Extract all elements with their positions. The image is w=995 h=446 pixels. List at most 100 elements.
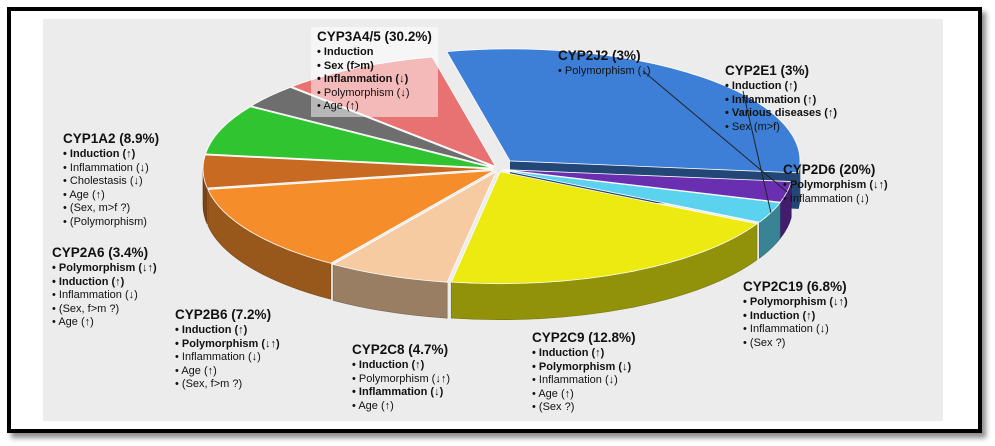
effect-item: • Polymorphism (↓↑) <box>743 296 848 308</box>
effect-item: • Age (↑) <box>532 387 574 400</box>
effect-item: • Sex (f>m) <box>317 59 374 72</box>
effect-item: • Polymorphism (↓↑) <box>783 179 888 191</box>
effect-text: (Sex ?) <box>538 401 575 414</box>
slice-percent: 3% <box>785 63 805 78</box>
effect-item: • Age (↑) <box>52 316 94 329</box>
label-cyp2c8: CYP2C8 (4.7%) • Induction (↑) • Polymorphi… <box>352 342 450 413</box>
effect-text: Inflammation (↓) <box>749 323 829 336</box>
slice-percent: 3% <box>616 48 637 63</box>
effect-text: Age (↑) <box>538 387 574 400</box>
figure-frame: CYP3A4/5 (30.2%) • Induction • Sex (f>m) • … <box>7 7 982 433</box>
leader-line-cyp2e1 <box>742 90 772 213</box>
label-title-cyp2c9: CYP2C9 (12.8%) <box>532 330 636 345</box>
effect-item: • Induction (↑) <box>352 359 425 371</box>
slice-percent: 3.4% <box>112 245 144 260</box>
effect-text: Age (↑) <box>181 364 217 377</box>
effect-item: • Induction (↑) <box>725 80 798 92</box>
effect-text: Polymorphism (↓↑) <box>58 262 157 274</box>
effect-text: Inflammation (↑) <box>731 93 817 106</box>
slice-cyp2d6 <box>450 171 758 285</box>
slice-name: CYP2C19 <box>743 279 804 294</box>
effect-text: Polymorphism (↓↑) <box>789 179 888 191</box>
label-cyp2j2: CYP2J2 (3%) • Polymorphism (↓) <box>558 48 651 79</box>
effect-text: Induction (↑) <box>69 148 136 160</box>
label-title-cyp2c8: CYP2C8 (4.7%) <box>352 342 449 357</box>
effect-item: • Cholestasis (↓) <box>63 175 143 188</box>
chart-panel: CYP3A4/5 (30.2%) • Induction • Sex (f>m) • … <box>43 19 943 421</box>
effect-text: Polymorphism (↓↑) <box>749 296 848 308</box>
label-cyp3a4-5: CYP3A4/5 (30.2%) • Induction • Sex (f>m) • … <box>311 27 438 117</box>
effect-item: • Induction (↑) <box>532 347 605 359</box>
effect-item: • Inflammation (↓) <box>532 374 618 387</box>
effect-text: Induction (↑) <box>538 347 605 359</box>
effect-text: Inflammation (↓) <box>538 374 618 387</box>
effect-item: • Induction <box>317 46 374 58</box>
label-title-cyp1a2: CYP1A2 (8.9%) <box>63 131 160 146</box>
slice-percent: 4.7% <box>412 342 444 357</box>
effect-text: Polymorphism (↓↑) <box>181 337 280 350</box>
label-title-cyp2j2: CYP2J2 (3%) <box>558 48 641 63</box>
effect-text: Inflammation (↓) <box>323 73 409 86</box>
effect-item: • Various diseases (↑) <box>725 107 838 120</box>
effect-text: Age (↑) <box>58 316 94 329</box>
slice-name: CYP2J2 <box>558 48 609 63</box>
effect-text: Induction (↑) <box>181 324 248 336</box>
effect-text: Age (↑) <box>69 188 105 201</box>
effect-text: Induction (↑) <box>58 275 125 288</box>
effect-item: • Polymorphism (↓) <box>317 86 410 99</box>
effect-text: Cholestasis (↓) <box>69 175 143 188</box>
slice-name: CYP2E1 <box>725 63 777 78</box>
slice-percent: 30.2% <box>389 29 428 44</box>
effect-item: • (Polymorphism) <box>63 215 147 228</box>
effect-item: • Age (↑) <box>317 100 359 113</box>
slice-cyp3a4-5 <box>446 48 801 174</box>
effect-text: Polymorphism (↓) <box>538 360 632 373</box>
slice-percent: 20% <box>843 162 871 177</box>
effect-item: • Polymorphism (↓↑) <box>52 262 157 274</box>
slice-name: CYP2C8 <box>352 342 405 357</box>
effect-item: • Inflammation (↓) <box>783 192 869 205</box>
effect-item: • Inflammation (↓) <box>743 323 829 336</box>
label-cyp2a6: CYP2A6 (3.4%) • Polymorphism (↓↑) • Induct… <box>52 245 157 330</box>
label-cyp2c19: CYP2C19 (6.8%) • Polymorphism (↓↑) • Induc… <box>743 279 848 350</box>
slice-percent: 7.2% <box>235 307 267 322</box>
slice-name: CYP3A4/5 <box>317 29 381 44</box>
label-cyp1a2: CYP1A2 (8.9%) • Induction (↑) • Inflammati… <box>63 131 159 230</box>
effect-item: • Age (↑) <box>352 399 394 412</box>
effect-item: • Age (↑) <box>175 364 217 377</box>
effect-item: • Induction (↑) <box>743 309 816 322</box>
effect-item: • Induction (↑) <box>52 275 125 288</box>
effect-text: Age (↑) <box>358 399 394 412</box>
effect-text: Inflammation (↓) <box>181 351 261 364</box>
effect-text: Sex (m>f) <box>731 120 780 133</box>
effect-text: Induction (↑) <box>731 80 798 92</box>
label-title-cyp2c19: CYP2C19 (6.8%) <box>743 279 847 294</box>
effect-text: Inflammation (↓) <box>58 289 138 302</box>
effect-text: Inflammation (↓) <box>358 386 444 399</box>
slice-percent: 6.8% <box>811 279 843 294</box>
effect-item: • Inflammation (↓) <box>175 351 261 364</box>
effect-text: Induction (↑) <box>358 359 425 371</box>
effect-text: (Polymorphism) <box>69 215 147 228</box>
slice-name: CYP2A6 <box>52 245 105 260</box>
effect-text: Inflammation (↓) <box>789 192 869 205</box>
label-cyp2b6: CYP2B6 (7.2%) • Induction (↑) • Polymorphi… <box>175 307 280 392</box>
label-title-cyp2a6: CYP2A6 (3.4%) <box>52 245 149 260</box>
slice-cyp2c9 <box>207 170 494 264</box>
effect-text: Polymorphism (↓) <box>323 86 410 99</box>
effect-text: Polymorphism (↓) <box>564 65 651 77</box>
effect-item: • Polymorphism (↓↑) <box>352 372 450 385</box>
label-title-cyp2e1: CYP2E1 (3%) <box>725 63 810 78</box>
effect-text: Age (↑) <box>323 100 359 113</box>
effect-item: • Inflammation (↓) <box>317 73 409 86</box>
effect-text: (Sex ?) <box>749 336 786 349</box>
effect-item: • (Sex ?) <box>743 336 786 349</box>
slice-name: CYP2C9 <box>532 330 585 345</box>
slice-cyp2j2 <box>502 169 792 203</box>
effect-text: Induction <box>323 46 374 58</box>
slice-cyp2b6 <box>205 106 494 169</box>
slice-name: CYP2B6 <box>175 307 228 322</box>
effect-text: Induction (↑) <box>749 309 816 322</box>
effect-item: • Inflammation (↑) <box>725 93 817 106</box>
slice-percent: 12.8% <box>592 330 632 345</box>
